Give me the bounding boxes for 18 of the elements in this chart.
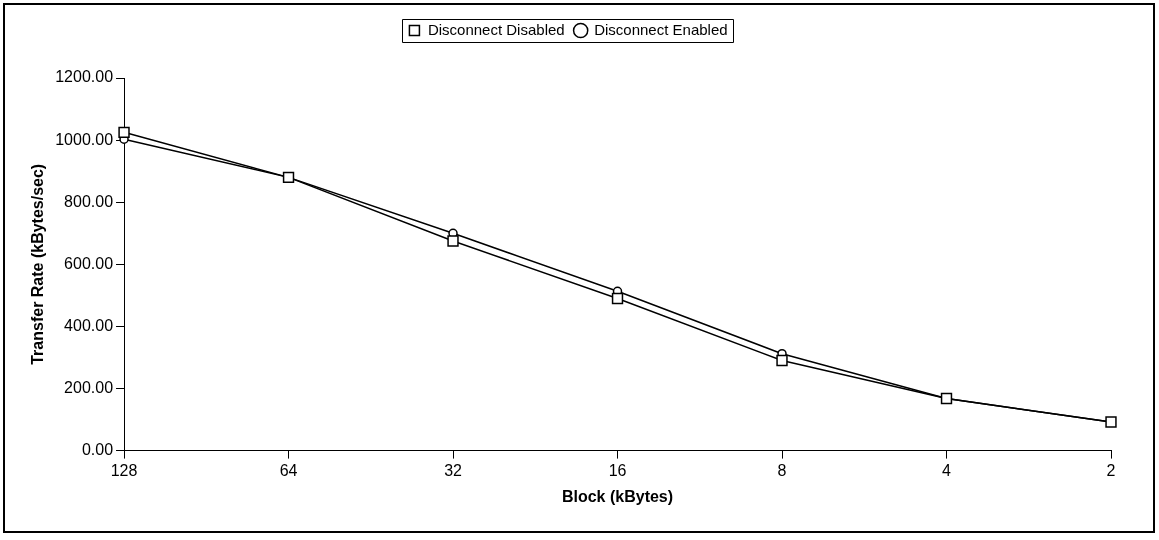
x-tick-label: 16 bbox=[608, 461, 627, 479]
y-tick-label: 200.00 bbox=[64, 378, 114, 396]
y-tick-label: 800.00 bbox=[64, 192, 114, 210]
y-tick-label: 1000.00 bbox=[55, 130, 114, 148]
x-tick-label: 128 bbox=[110, 461, 138, 479]
y-tick-label: 600.00 bbox=[64, 254, 114, 272]
legend-label: Disconnect Enabled bbox=[594, 20, 728, 38]
x-axis-title: Block (kBytes) bbox=[561, 487, 674, 505]
x-tick-label: 2 bbox=[1106, 461, 1116, 479]
y-tick-label: 1200.00 bbox=[55, 68, 114, 86]
x-tick-label: 64 bbox=[279, 461, 298, 479]
legend-label: Disconnect Disabled bbox=[427, 20, 565, 38]
x-tick-label: 32 bbox=[444, 461, 463, 479]
y-axis-title: Transfer Rate (kBytes/sec) bbox=[29, 163, 47, 365]
x-tick-label: 4 bbox=[942, 461, 952, 479]
x-tick-label: 8 bbox=[777, 461, 787, 479]
y-tick-label: 400.00 bbox=[64, 316, 114, 334]
y-tick-label: 0.00 bbox=[81, 441, 114, 459]
